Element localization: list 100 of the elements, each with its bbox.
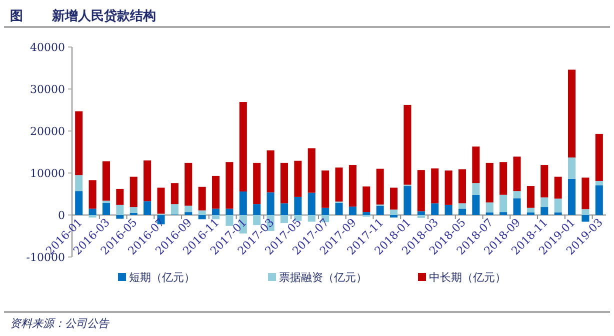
bar: [582, 209, 590, 215]
y-tick-label: 20000: [30, 125, 65, 138]
bar: [335, 202, 343, 215]
bar: [294, 160, 302, 197]
bar: [513, 198, 521, 215]
bar: [568, 178, 576, 215]
bar: [253, 162, 261, 204]
bar: [198, 210, 206, 215]
bar: [116, 215, 124, 219]
bar: [212, 215, 220, 220]
bar: [431, 203, 439, 215]
bar: [335, 168, 343, 202]
bar: [348, 206, 356, 215]
bar: [554, 212, 562, 215]
bar: [226, 162, 234, 209]
bar: [595, 134, 603, 181]
bar: [88, 208, 96, 215]
bar: [198, 186, 206, 210]
bar: [266, 192, 274, 215]
bar: [513, 191, 521, 198]
y-tick-label: 0: [58, 209, 65, 222]
bar: [116, 188, 124, 205]
bar: [348, 165, 356, 207]
bar: [308, 192, 316, 215]
bar: [170, 204, 178, 215]
bar: [170, 183, 178, 204]
bar: [322, 208, 330, 215]
bar: [554, 176, 562, 199]
bar: [404, 186, 412, 215]
bar: [266, 150, 274, 192]
bar: [294, 196, 302, 215]
bar: [75, 111, 83, 176]
bar: [376, 206, 384, 215]
bar: [308, 148, 316, 193]
bar: [513, 156, 521, 192]
y-tick-label: 40000: [30, 41, 65, 54]
bar: [486, 202, 494, 212]
bar: [431, 168, 439, 204]
bar: [102, 161, 110, 201]
bar: [458, 169, 466, 204]
bar: [390, 188, 398, 210]
bar: [390, 215, 398, 218]
bar: [595, 180, 603, 186]
bar: [582, 178, 590, 210]
bar: [404, 104, 412, 185]
bar: [184, 162, 192, 206]
bar: [184, 212, 192, 215]
bar: [157, 188, 165, 214]
bar: [486, 162, 494, 202]
bar: [444, 170, 452, 205]
bar: [500, 162, 508, 195]
y-tick-label: -10000: [26, 251, 65, 264]
bar: [500, 194, 508, 212]
bar: [472, 183, 480, 195]
bar: [540, 165, 548, 198]
bar: [144, 160, 152, 202]
bar: [116, 204, 124, 215]
bar: [239, 102, 247, 192]
bar: [595, 185, 603, 215]
y-tick-label: 10000: [30, 167, 65, 180]
bar: [253, 204, 261, 215]
bar: [130, 176, 138, 208]
bar: [75, 175, 83, 192]
bar: [239, 191, 247, 215]
bar: [526, 186, 534, 208]
bar: [526, 212, 534, 215]
bar: [226, 208, 234, 215]
bar: [526, 208, 534, 212]
chart-title: 新增人民贷款结构: [51, 8, 156, 24]
bar: [472, 146, 480, 184]
bar: [390, 210, 398, 215]
bar: [458, 208, 466, 215]
bar: [198, 215, 206, 220]
bar: [417, 215, 425, 218]
bar: [184, 206, 192, 212]
bar: [212, 208, 220, 215]
bar: [417, 170, 425, 212]
bar: [540, 207, 548, 215]
bar: [472, 194, 480, 215]
text: 图: [10, 9, 23, 24]
bar: [362, 212, 370, 215]
bar: [500, 212, 508, 215]
bar: [486, 212, 494, 215]
legend-label: 短期（亿元）: [129, 271, 195, 284]
legend-label: 中长期（亿元）: [429, 271, 506, 284]
bar: [540, 197, 548, 208]
bar: [75, 191, 83, 215]
legend-label: 票据融资（亿元）: [279, 271, 367, 284]
bar: [554, 198, 562, 212]
bar: [130, 207, 138, 213]
bar: [212, 176, 220, 209]
y-tick-label: 30000: [30, 83, 65, 96]
bar: [322, 170, 330, 208]
bar: [88, 215, 96, 218]
bar: [280, 203, 288, 215]
bar: [362, 186, 370, 212]
bar: [88, 180, 96, 209]
bar: [568, 70, 576, 158]
bar: [102, 202, 110, 215]
bar: [280, 162, 288, 204]
